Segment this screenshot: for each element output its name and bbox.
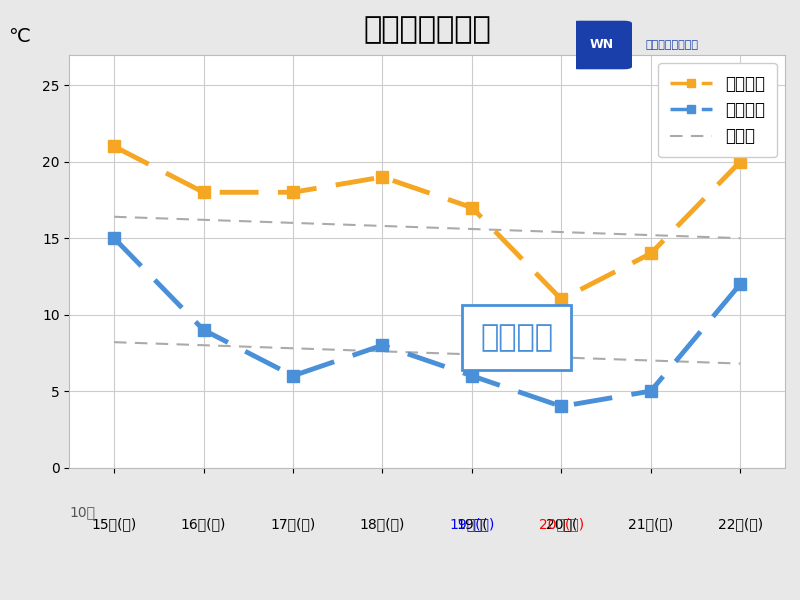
Text: 20日(: 20日(	[546, 517, 577, 531]
Legend: 最高気温, 最低気温, 平年値: 最高気温, 最低気温, 平年値	[658, 63, 777, 157]
Text: 19日(: 19日(	[456, 517, 488, 531]
Text: 19日(土): 19日(土)	[450, 517, 494, 531]
Text: 18日(金): 18日(金)	[360, 517, 405, 531]
Text: 10月: 10月	[70, 505, 95, 519]
FancyBboxPatch shape	[571, 20, 632, 69]
Text: 22日(火): 22日(火)	[718, 517, 763, 531]
Text: 21日(月): 21日(月)	[628, 517, 674, 531]
Text: 気温低下: 気温低下	[480, 323, 553, 352]
Text: 17日(木): 17日(木)	[270, 517, 316, 531]
Text: 16日(水): 16日(水)	[181, 517, 226, 531]
Text: WN: WN	[590, 38, 614, 52]
Text: 15日(火): 15日(火)	[91, 517, 137, 531]
Title: 札幌の気温変化: 札幌の気温変化	[363, 15, 491, 44]
Y-axis label: ℃: ℃	[8, 28, 30, 46]
Text: 20日(日): 20日(日)	[538, 517, 584, 531]
Text: ウェザーニュース: ウェザーニュース	[646, 40, 698, 50]
